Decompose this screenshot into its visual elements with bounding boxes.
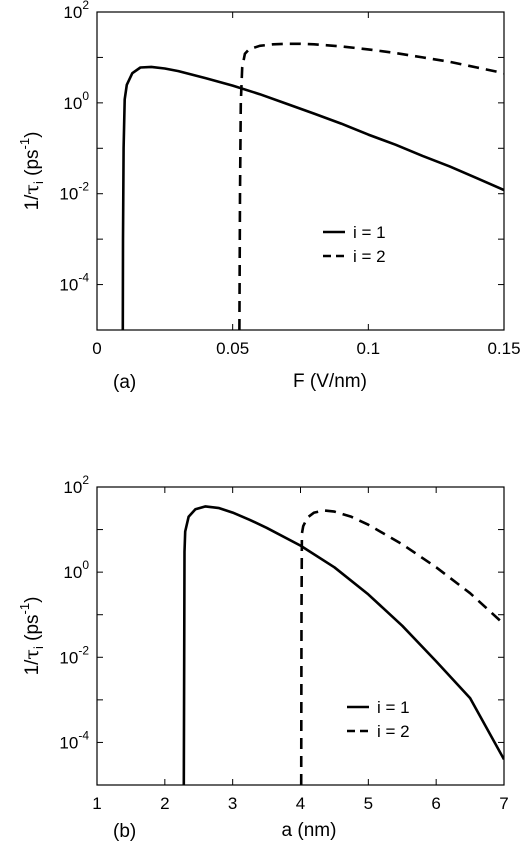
y-axis-label: 1/τi (ps-1)	[17, 132, 46, 211]
x-tick-label: 0.15	[487, 339, 520, 358]
y-tick-label-base: 10	[59, 733, 78, 752]
x-tick-label: 0.1	[357, 339, 381, 358]
y-axis-label-subscript: i	[31, 646, 46, 649]
legend-label-i2: i = 2	[353, 247, 386, 266]
y-tick-label-exponent: 2	[82, 0, 89, 12]
x-tick-label: 4	[296, 794, 305, 813]
y-tick-label: 102	[63, 473, 89, 497]
series-line-i1	[121, 65, 504, 330]
y-tick-label: 10-2	[59, 180, 89, 204]
y-axis-label-suffix: )	[22, 132, 43, 138]
y-tick-label: 10-4	[59, 271, 89, 295]
x-tick-label: 0	[92, 339, 101, 358]
y-tick-label-base: 10	[59, 648, 78, 667]
legend: i = 1 i = 2	[347, 698, 410, 741]
y-tick-label: 102	[63, 0, 89, 22]
y-tick-label-base: 10	[63, 563, 82, 582]
y-axis-label-prefix: 1/	[22, 659, 43, 676]
x-tick-label: 6	[431, 794, 440, 813]
legend-label-i2: i = 2	[377, 722, 410, 741]
x-tick-label: 0.05	[216, 339, 249, 358]
series-line-i1	[182, 505, 504, 785]
y-axis-label-prefix: 1/	[22, 194, 43, 211]
x-tick-label: 2	[160, 794, 169, 813]
y-axis-label-superscript: -1	[17, 603, 32, 615]
y-axis-label-unit: (ps	[22, 149, 43, 181]
x-tick-label: 3	[228, 794, 237, 813]
y-tick-label: 10-2	[59, 643, 89, 667]
y-axis-label-superscript: -1	[17, 138, 32, 150]
x-axis-label: F (V/nm)	[293, 371, 367, 392]
legend: i = 1 i = 2	[323, 223, 386, 266]
plot-area	[182, 505, 504, 785]
x-tick-label: 7	[499, 794, 508, 813]
legend-label-i1: i = 1	[353, 223, 386, 242]
series-line-i2	[299, 509, 504, 785]
y-tick-label-base: 10	[63, 94, 82, 113]
y-tick-label: 100	[63, 558, 89, 582]
x-tick-label: 1	[92, 794, 101, 813]
y-tick-label-exponent: 2	[82, 473, 89, 487]
y-tick-label-exponent: -4	[78, 728, 89, 742]
y-axis-label-suffix: )	[22, 597, 43, 603]
plot-frame	[96, 486, 505, 786]
panel-label: (a)	[113, 372, 136, 393]
legend-label-i1: i = 1	[377, 698, 410, 717]
y-tick-label-exponent: 0	[82, 558, 89, 572]
y-tick-label: 10-4	[59, 728, 89, 752]
x-axis-label: a (nm)	[282, 820, 337, 841]
y-tick-label: 100	[63, 89, 89, 113]
y-axis-label-tau: τ	[21, 184, 43, 195]
y-tick-label-exponent: -2	[78, 180, 89, 194]
panel-label: (b)	[113, 821, 136, 842]
y-axis-label-tau: τ	[21, 649, 43, 660]
y-tick-label-exponent: 0	[82, 89, 89, 103]
y-axis-label-unit: (ps	[22, 614, 43, 646]
y-tick-label-base: 10	[63, 478, 82, 497]
y-tick-label-base: 10	[63, 3, 82, 22]
x-tick-label: 5	[364, 794, 373, 813]
plot-frame	[96, 11, 505, 331]
y-tick-label-exponent: -2	[78, 643, 89, 657]
y-axis-label-subscript: i	[31, 181, 46, 184]
series-line-i2	[238, 42, 504, 330]
y-axis-label: 1/τi (ps-1)	[17, 597, 46, 676]
y-tick-label-exponent: -4	[78, 271, 89, 285]
y-tick-label-base: 10	[59, 276, 78, 295]
y-tick-label-base: 10	[59, 185, 78, 204]
plot-area	[121, 42, 504, 330]
